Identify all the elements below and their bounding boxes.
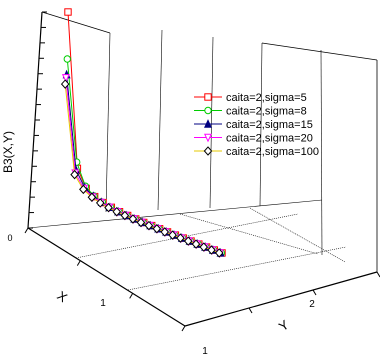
top-edge-right [261, 42, 378, 61]
series-line-4 [64, 84, 220, 254]
z-axis-title: B3(X,Y) [1, 131, 15, 173]
legend-marker-4 [203, 146, 213, 156]
legend-marker-2 [204, 119, 212, 128]
y-tick-mark-1 [248, 307, 253, 314]
point-4-1 [70, 169, 79, 180]
legend-label-3: caita=2,sigma=20 [226, 133, 313, 145]
legend-item-2: caita=2,sigma=15 [194, 119, 313, 131]
wall-grid-line-1 [157, 29, 163, 211]
floor-grid-x-1 [249, 207, 346, 263]
x-tick-mark-2 [129, 293, 134, 299]
point-0-0 [64, 8, 72, 16]
legend-item-0: caita=2,sigma=5 [194, 92, 307, 104]
legend-marker-3 [204, 133, 212, 143]
legend-marker-1 [204, 106, 212, 115]
legend-item-3: caita=2,sigma=20 [194, 133, 313, 145]
wall-grid-line-2 [209, 36, 214, 209]
series-line-2 [66, 74, 221, 254]
point-4-11 [152, 224, 162, 234]
point-4-9 [136, 217, 146, 228]
series-line-3 [65, 77, 221, 254]
floor-back-edge [27, 199, 323, 229]
point-4-6 [112, 206, 121, 217]
point-4-12 [160, 227, 169, 237]
series-2 [62, 69, 225, 257]
series-4 [60, 79, 224, 258]
y-tick-2: 2 [309, 299, 315, 310]
legend-label-2: caita=2,sigma=15 [226, 119, 313, 131]
x-tick-mark-0 [24, 227, 29, 234]
wall-grid-line-0 [105, 32, 111, 213]
wall-grid-line-3 [259, 42, 263, 207]
x-tick-1b: 1 [202, 346, 208, 356]
wall-grid-line-4 [320, 49, 323, 256]
point-4-4 [95, 198, 105, 208]
point-4-18 [207, 245, 216, 255]
x-tick-mark-1 [76, 260, 81, 266]
point-4-17 [199, 242, 209, 252]
series-3 [61, 74, 224, 258]
top-edge [41, 11, 111, 34]
axes-frame [24, 11, 380, 332]
point-4-5 [104, 202, 113, 213]
x-tick-mark-3 [181, 325, 186, 332]
point-4-16 [191, 239, 201, 249]
point-4-19 [214, 248, 224, 258]
x-axis-title: X [54, 288, 70, 305]
x-tick-1: 1 [100, 298, 106, 309]
point-4-3 [87, 192, 97, 202]
legend-label-1: caita=2,sigma=8 [226, 106, 307, 118]
point-4-10 [144, 220, 154, 231]
legend-marker-0 [204, 93, 212, 101]
legend-label-4: caita=2,sigma=100 [226, 146, 319, 158]
floor-grid-y-0 [75, 213, 299, 259]
point-3-0 [61, 74, 70, 83]
floor-grid-y-1 [127, 246, 347, 291]
point-4-15 [183, 236, 193, 246]
point-4-13 [168, 230, 177, 240]
point-4-14 [176, 233, 185, 243]
point-4-0 [60, 79, 70, 89]
series-layer [60, 8, 226, 258]
y-axis-line [184, 271, 378, 327]
z-tick-0: 0 [7, 233, 12, 243]
y-tick-mark-2 [312, 289, 317, 296]
point-4-8 [128, 214, 138, 224]
point-4-7 [120, 210, 130, 221]
point-1-0 [63, 55, 72, 63]
x-axis-line [27, 227, 186, 327]
y-axis-title: Y [276, 317, 292, 334]
legend-label-0: caita=2,sigma=5 [226, 92, 307, 104]
legend-item-4: caita=2,sigma=100 [194, 146, 319, 158]
legend-item-1: caita=2,sigma=8 [194, 106, 307, 118]
legend: caita=2,sigma=5caita=2,sigma=8caita=2,si… [194, 92, 319, 158]
point-4-2 [79, 184, 88, 195]
